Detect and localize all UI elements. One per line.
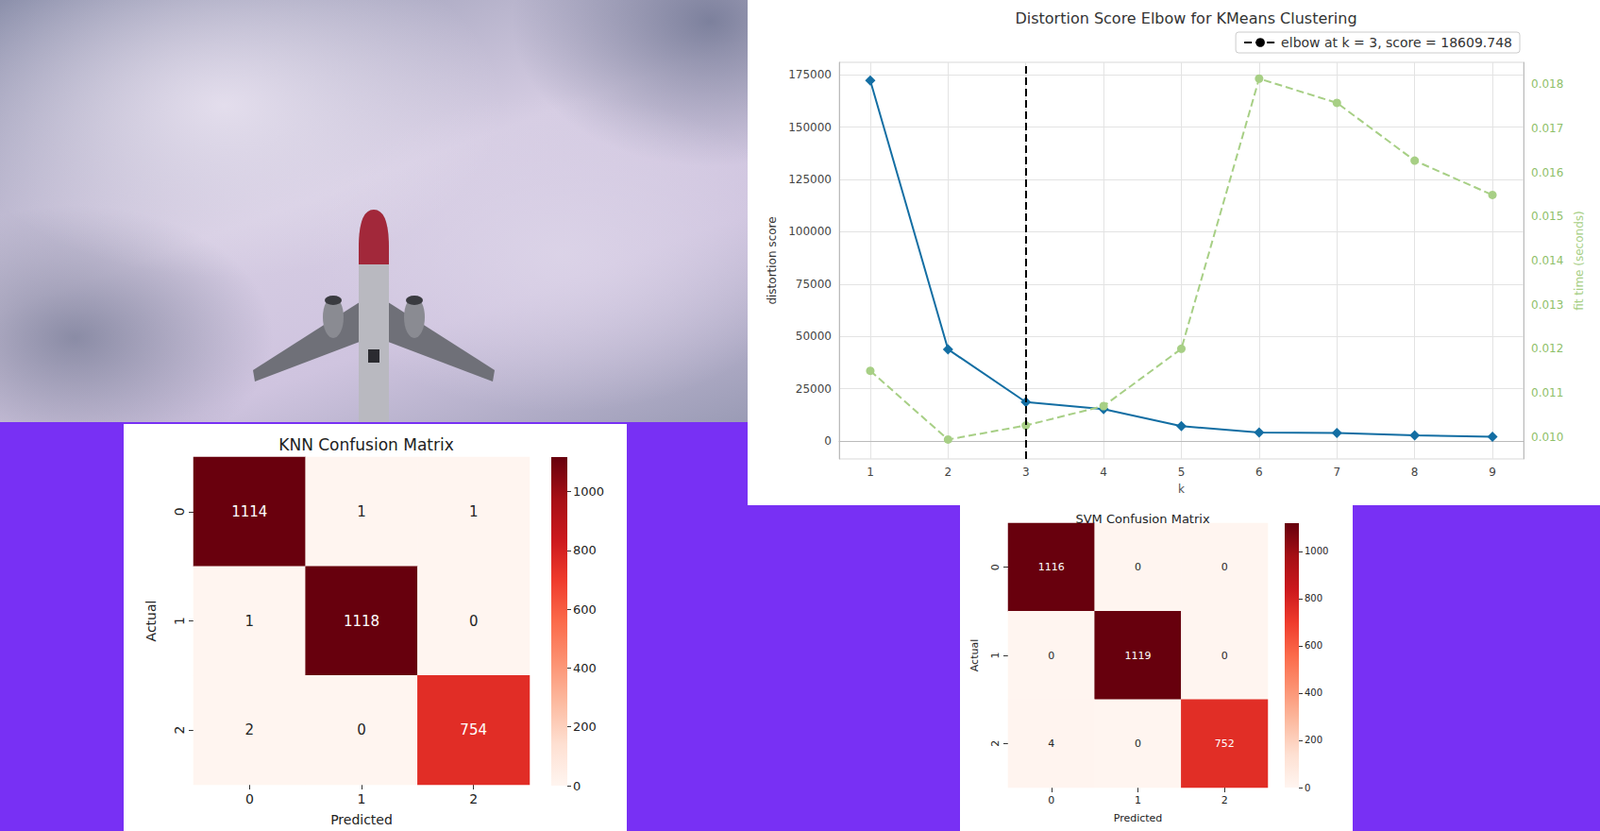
svg-text:75000: 75000	[795, 277, 832, 291]
svg-text:1: 1	[245, 612, 255, 630]
svg-text:0: 0	[1047, 649, 1055, 662]
svg-text:k: k	[1178, 482, 1185, 496]
svg-text:400: 400	[1304, 687, 1323, 698]
svg-text:200: 200	[572, 719, 597, 734]
svg-text:KNN Confusion Matrix: KNN Confusion Matrix	[278, 435, 454, 455]
svg-text:2: 2	[944, 465, 953, 479]
svg-text:fit time (seconds): fit time (seconds)	[1572, 210, 1586, 310]
svg-text:1000: 1000	[1304, 545, 1329, 556]
svg-text:754: 754	[459, 721, 488, 739]
svg-text:0.014: 0.014	[1531, 253, 1564, 268]
svg-text:600: 600	[572, 602, 597, 617]
svg-text:3: 3	[1022, 465, 1030, 479]
svg-text:2: 2	[1221, 793, 1229, 807]
svg-text:1000: 1000	[572, 484, 605, 499]
svg-text:9: 9	[1488, 465, 1497, 479]
svg-text:0: 0	[824, 434, 832, 448]
svg-text:1: 1	[469, 503, 479, 521]
svg-text:2: 2	[245, 721, 255, 739]
svg-text:Actual: Actual	[968, 639, 981, 672]
svg-text:0: 0	[469, 612, 479, 630]
svg-text:175000: 175000	[788, 67, 832, 82]
svg-text:6: 6	[1255, 465, 1264, 479]
svg-text:8: 8	[1411, 465, 1419, 479]
svg-text:0.015: 0.015	[1531, 209, 1564, 223]
svg-text:0: 0	[356, 721, 367, 739]
svg-text:4: 4	[1099, 465, 1108, 479]
svg-text:0.018: 0.018	[1531, 77, 1564, 91]
svg-text:0: 0	[1304, 782, 1311, 793]
svg-text:SVM Confusion Matrix: SVM Confusion Matrix	[1075, 511, 1211, 526]
svg-text:1: 1	[989, 652, 1002, 659]
svg-text:400: 400	[572, 660, 597, 675]
svg-text:Actual: Actual	[143, 600, 159, 642]
svg-text:1114: 1114	[231, 503, 268, 521]
svg-text:1: 1	[866, 465, 875, 479]
svg-text:0: 0	[989, 563, 1002, 571]
svg-text:1: 1	[357, 791, 367, 807]
svg-text:0: 0	[572, 778, 581, 793]
svg-text:5: 5	[1178, 465, 1186, 479]
svg-text:0.011: 0.011	[1531, 386, 1564, 400]
svg-text:0.016: 0.016	[1531, 166, 1564, 180]
svg-text:1: 1	[1134, 793, 1142, 807]
svg-text:1119: 1119	[1125, 649, 1152, 662]
svg-text:125000: 125000	[788, 172, 832, 186]
svg-text:0.013: 0.013	[1531, 298, 1564, 312]
svg-text:1116: 1116	[1038, 560, 1065, 573]
svg-text:752: 752	[1214, 737, 1235, 750]
svg-text:800: 800	[1304, 592, 1323, 604]
svg-text:0.012: 0.012	[1531, 341, 1564, 355]
svg-text:0: 0	[1134, 560, 1142, 573]
svg-text:Predicted: Predicted	[330, 811, 393, 827]
svg-text:0: 0	[1221, 649, 1229, 662]
svg-text:200: 200	[1304, 734, 1323, 745]
svg-text:150000: 150000	[788, 120, 832, 135]
svg-text:distortion score: distortion score	[765, 216, 779, 304]
svg-text:100000: 100000	[788, 224, 832, 238]
svg-text:800: 800	[572, 542, 597, 557]
svg-text:2: 2	[469, 791, 478, 807]
svg-text:1: 1	[171, 616, 187, 625]
svg-text:Distortion Score Elbow for KMe: Distortion Score Elbow for KMeans Cluste…	[1014, 9, 1357, 28]
svg-text:1118: 1118	[343, 612, 380, 630]
svg-text:600: 600	[1304, 640, 1323, 651]
svg-text:4: 4	[1047, 737, 1055, 750]
svg-text:0: 0	[1047, 793, 1055, 807]
svg-text:7: 7	[1332, 465, 1341, 479]
svg-text:50000: 50000	[795, 329, 832, 343]
svg-text:0: 0	[171, 506, 187, 516]
svg-text:25000: 25000	[795, 382, 832, 396]
svg-text:0: 0	[245, 791, 254, 807]
svg-text:2: 2	[171, 725, 187, 735]
svg-text:0.017: 0.017	[1531, 121, 1564, 135]
svg-text:0: 0	[1134, 737, 1142, 750]
svg-text:2: 2	[989, 740, 1002, 747]
svg-text:1: 1	[356, 503, 367, 521]
svg-text:0.010: 0.010	[1531, 430, 1564, 444]
svg-text:0: 0	[1221, 560, 1229, 573]
svg-text:elbow at k = 3, score = 18609.: elbow at k = 3, score = 18609.748	[1280, 34, 1513, 51]
svg-text:Predicted: Predicted	[1113, 811, 1163, 825]
